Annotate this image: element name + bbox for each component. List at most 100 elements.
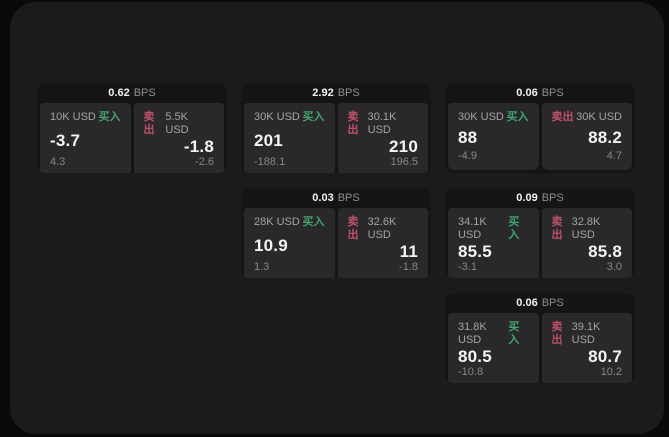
bps-unit: BPS <box>133 87 156 99</box>
sell-amount: 5.5K USD <box>165 111 189 136</box>
quote-cards-grid: 0.62 BPS 10K USD 买入 -3.7 4.3 卖出 5.5K USD <box>37 83 635 383</box>
buy-quote-tile[interactable]: 10K USD 买入 -3.7 4.3 <box>40 103 131 173</box>
sell-label: 卖出 <box>551 216 563 241</box>
buy-price: 201 <box>254 130 283 150</box>
sell-label: 卖出 <box>347 111 359 136</box>
buy-tile-header: 30K USD 买入 <box>254 111 325 124</box>
sell-tile-header: 卖出 32.8K USD <box>552 216 623 242</box>
quote-card-3: 0.06 BPS 30K USD 买入 88 -4.9 卖出 30K USD <box>445 83 635 173</box>
sell-price: -1.8 <box>183 137 214 156</box>
quote-card-body: 28K USD 买入 10.9 1.3 卖出 32.6K USD 11 -1.8 <box>241 208 431 278</box>
bps-unit: BPS <box>337 87 360 99</box>
sell-tile-header: 卖出 30.1K USD <box>348 111 419 137</box>
quotes-panel: 0.62 BPS 10K USD 买入 -3.7 4.3 卖出 5.5K USD <box>10 2 664 434</box>
buy-quote-tile[interactable]: 31.8K USD 买入 80.5 -10.8 <box>448 313 539 383</box>
buy-price: 10.9 <box>254 235 288 255</box>
buy-label: 买入 <box>98 111 121 123</box>
buy-amount: 30K USD <box>254 111 300 123</box>
buy-delta: -3.1 <box>458 261 477 273</box>
sell-quote-tile[interactable]: 卖出 32.8K USD 85.8 3.0 <box>541 208 632 278</box>
buy-delta: -188.1 <box>254 156 286 168</box>
buy-price: 88 <box>458 127 478 147</box>
sell-quote-tile[interactable]: 卖出 5.5K USD -1.8 -2.6 <box>133 103 224 173</box>
buy-amount: 30K USD <box>458 111 504 123</box>
sell-amount: 30.1K USD <box>367 111 397 136</box>
buy-tile-header: 10K USD 买入 <box>50 111 121 124</box>
sell-delta: -1.8 <box>399 261 418 273</box>
sell-tile-header: 卖出 30K USD <box>552 111 623 124</box>
sell-delta: -2.6 <box>195 156 214 168</box>
buy-amount: 10K USD <box>50 111 96 123</box>
quote-card-1: 0.62 BPS 10K USD 买入 -3.7 4.3 卖出 5.5K USD <box>37 83 227 173</box>
bps-unit: BPS <box>541 297 564 309</box>
sell-amount: 30K USD <box>576 111 622 123</box>
buy-tile-header: 31.8K USD 买入 <box>458 321 529 347</box>
buy-delta: 4.3 <box>50 156 66 168</box>
buy-price: 85.5 <box>458 242 492 261</box>
bps-unit: BPS <box>541 87 564 99</box>
buy-delta: -4.9 <box>458 150 477 162</box>
quote-card-body: 34.1K USD 买入 85.5 -3.1 卖出 32.8K USD 85.8… <box>445 208 635 278</box>
sell-label: 卖出 <box>143 111 155 136</box>
buy-amount: 34.1K USD <box>458 216 487 241</box>
buy-tile-header: 30K USD 买入 <box>458 111 529 124</box>
buy-tile-header: 28K USD 买入 <box>254 216 325 229</box>
quote-card-6: 0.06 BPS 31.8K USD 买入 80.5 -10.8 卖出 39.1… <box>445 293 635 383</box>
sell-price: 85.8 <box>588 242 622 261</box>
bps-header: 0.03 BPS <box>241 188 431 208</box>
quote-card-2: 2.92 BPS 30K USD 买入 201 -188.1 卖出 30.1K … <box>241 83 431 173</box>
quote-card-4: 0.03 BPS 28K USD 买入 10.9 1.3 卖出 32.6K US… <box>241 188 431 278</box>
bps-header: 0.62 BPS <box>37 83 227 103</box>
quote-card-5: 0.09 BPS 34.1K USD 买入 85.5 -3.1 卖出 32.8K… <box>445 188 635 278</box>
quote-card-body: 30K USD 买入 88 -4.9 卖出 30K USD 88.2 4.7 <box>445 103 635 173</box>
buy-delta: -10.8 <box>458 366 484 378</box>
sell-quote-tile[interactable]: 卖出 30.1K USD 210 196.5 <box>337 103 428 173</box>
bps-value: 0.06 <box>516 87 538 99</box>
buy-price: 80.5 <box>458 347 492 366</box>
sell-price: 80.7 <box>588 347 622 366</box>
bps-header: 0.06 BPS <box>445 293 635 313</box>
sell-label: 卖出 <box>347 216 359 241</box>
quote-card-body: 10K USD 买入 -3.7 4.3 卖出 5.5K USD -1.8 -2.… <box>37 103 227 173</box>
bps-value: 2.92 <box>312 87 334 99</box>
bps-unit: BPS <box>337 192 360 204</box>
bps-header: 2.92 BPS <box>241 83 431 103</box>
buy-price: -3.7 <box>50 130 81 150</box>
bps-value: 0.62 <box>108 87 130 99</box>
buy-quote-tile[interactable]: 30K USD 买入 201 -188.1 <box>244 103 335 173</box>
bps-header: 0.09 BPS <box>445 188 635 208</box>
sell-price: 88.2 <box>588 127 622 147</box>
buy-tile-header: 34.1K USD 买入 <box>458 216 529 242</box>
buy-delta: 1.3 <box>254 261 270 273</box>
sell-amount: 32.6K USD <box>367 216 397 241</box>
sell-delta: 10.2 <box>600 366 622 378</box>
bps-header: 0.06 BPS <box>445 83 635 103</box>
quote-card-body: 30K USD 买入 201 -188.1 卖出 30.1K USD 210 1… <box>241 103 431 173</box>
buy-quote-tile[interactable]: 34.1K USD 买入 85.5 -3.1 <box>448 208 539 278</box>
buy-amount: 31.8K USD <box>458 321 487 346</box>
sell-amount: 32.8K USD <box>571 216 601 241</box>
bps-value: 0.06 <box>516 297 538 309</box>
sell-price: 210 <box>389 137 418 156</box>
buy-label: 买入 <box>508 216 520 241</box>
sell-quote-tile[interactable]: 卖出 32.6K USD 11 -1.8 <box>337 208 428 278</box>
buy-label: 买入 <box>302 216 325 228</box>
bps-unit: BPS <box>541 192 564 204</box>
sell-quote-tile[interactable]: 卖出 30K USD 88.2 4.7 <box>541 103 632 170</box>
sell-delta: 196.5 <box>390 156 418 168</box>
bps-value: 0.09 <box>516 192 538 204</box>
sell-delta: 3.0 <box>606 261 622 273</box>
bps-value: 0.03 <box>312 192 334 204</box>
sell-tile-header: 卖出 5.5K USD <box>144 111 215 137</box>
sell-quote-tile[interactable]: 卖出 39.1K USD 80.7 10.2 <box>541 313 632 383</box>
sell-tile-header: 卖出 32.6K USD <box>348 216 419 242</box>
sell-delta: 4.7 <box>606 150 622 162</box>
quote-card-body: 31.8K USD 买入 80.5 -10.8 卖出 39.1K USD 80.… <box>445 313 635 383</box>
buy-amount: 28K USD <box>254 216 300 228</box>
buy-label: 买入 <box>508 321 520 346</box>
buy-quote-tile[interactable]: 30K USD 买入 88 -4.9 <box>448 103 539 170</box>
sell-label: 卖出 <box>551 111 574 123</box>
buy-label: 买入 <box>506 111 529 123</box>
buy-label: 买入 <box>302 111 325 123</box>
buy-quote-tile[interactable]: 28K USD 买入 10.9 1.3 <box>244 208 335 278</box>
